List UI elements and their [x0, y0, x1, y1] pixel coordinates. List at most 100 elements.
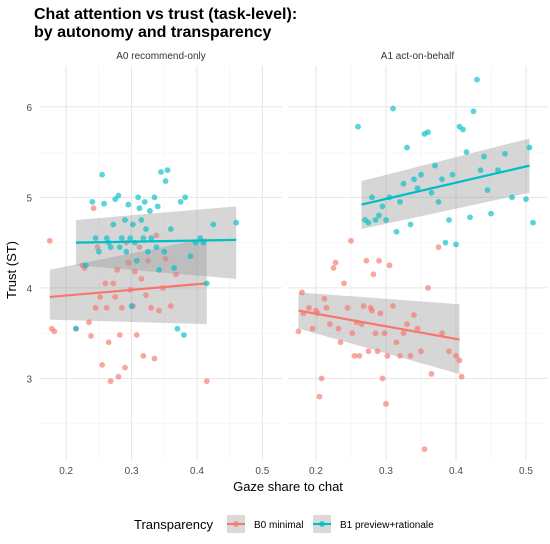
- data-point: [369, 307, 375, 314]
- data-point: [138, 217, 145, 223]
- data-point: [463, 149, 470, 155]
- legend-title: Transparency: [134, 517, 213, 532]
- data-point: [133, 332, 140, 338]
- data-point: [145, 248, 151, 255]
- data-point: [321, 295, 328, 302]
- legend-key-point: [233, 521, 239, 527]
- data-point: [154, 203, 161, 210]
- data-point: [95, 248, 102, 255]
- legend-label: B0 minimal: [254, 520, 303, 531]
- y-tick-label: 4: [26, 284, 32, 295]
- data-point: [530, 219, 536, 226]
- data-point: [92, 235, 99, 241]
- data-point: [115, 373, 122, 380]
- panel-1: A0 recommend-only 0.2 0.3 0.4 0.5 3 4 5 6: [26, 51, 282, 477]
- data-point: [162, 178, 169, 184]
- data-point: [488, 210, 494, 217]
- data-point: [127, 235, 134, 241]
- trend-line: [298, 309, 460, 341]
- data-point: [164, 167, 171, 174]
- data-point: [125, 259, 132, 266]
- data-point: [400, 180, 407, 187]
- y-axis-label: Trust (ST): [4, 241, 19, 299]
- data-point: [203, 280, 210, 287]
- data-point: [428, 189, 435, 196]
- data-point: [180, 332, 187, 338]
- data-point: [470, 108, 477, 115]
- data-point: [177, 198, 184, 205]
- data-point: [151, 355, 158, 362]
- data-point: [379, 375, 386, 382]
- data-point: [110, 221, 117, 228]
- data-point: [114, 266, 121, 273]
- data-point: [174, 325, 181, 332]
- data-point: [88, 333, 94, 339]
- data-point: [148, 304, 155, 311]
- x-tick-label: 0.2: [309, 466, 323, 477]
- data-point: [128, 303, 135, 309]
- data-point: [182, 194, 189, 201]
- data-point: [99, 361, 106, 368]
- data-point: [509, 194, 515, 201]
- data-point: [151, 194, 158, 201]
- data-point: [344, 304, 351, 311]
- data-point: [393, 228, 400, 235]
- data-point: [341, 280, 347, 287]
- data-point: [148, 235, 155, 241]
- data-point: [449, 171, 456, 178]
- data-point: [337, 339, 344, 346]
- x-tick-label: 0.2: [59, 466, 73, 477]
- data-point: [456, 357, 463, 364]
- panel-grid: [288, 66, 547, 460]
- data-point: [425, 129, 431, 136]
- data-point: [435, 244, 442, 251]
- data-point: [203, 378, 210, 385]
- data-point: [411, 176, 417, 183]
- x-tick-label: 0.3: [379, 466, 393, 477]
- data-point: [161, 248, 168, 255]
- data-point: [162, 256, 169, 262]
- data-point: [446, 217, 452, 223]
- y-tick-label: 6: [26, 103, 32, 114]
- series-B1: [73, 167, 240, 338]
- data-point: [122, 364, 128, 371]
- data-point: [502, 150, 508, 157]
- data-point: [233, 219, 240, 226]
- data-point: [484, 187, 491, 193]
- data-point: [390, 303, 396, 309]
- data-point: [397, 352, 403, 359]
- legend-label: B1 preview+rationale: [340, 520, 434, 531]
- data-point: [330, 265, 337, 271]
- data-point: [318, 375, 325, 382]
- data-point: [82, 262, 89, 269]
- legend: Transparency B0 minimal B1 preview+ration…: [134, 515, 434, 533]
- data-point: [370, 271, 377, 278]
- data-point: [46, 237, 53, 244]
- panels: A0 recommend-only 0.2 0.3 0.4 0.5 3 4 5 6 A1 act-…: [26, 51, 547, 477]
- data-point: [393, 339, 400, 346]
- data-point: [348, 237, 354, 244]
- data-point: [107, 244, 114, 251]
- data-point: [474, 76, 480, 83]
- data-point: [86, 319, 92, 326]
- data-point: [386, 262, 393, 269]
- data-point: [435, 198, 442, 205]
- data-point: [384, 352, 391, 359]
- data-point: [414, 325, 421, 332]
- data-point: [363, 257, 370, 264]
- x-tick-label: 0.4: [449, 466, 463, 477]
- data-point: [138, 275, 145, 282]
- data-point: [173, 271, 179, 278]
- x-tick-label: 0.5: [519, 466, 533, 477]
- x-tick-label: 0.4: [190, 466, 204, 477]
- data-point: [73, 325, 79, 332]
- data-point: [428, 371, 435, 377]
- data-point: [51, 328, 58, 335]
- data-point: [523, 196, 529, 203]
- data-point: [118, 235, 125, 241]
- panel-title: A0 recommend-only: [116, 51, 205, 62]
- trend-line: [361, 164, 530, 206]
- data-point: [156, 307, 162, 314]
- data-point: [442, 239, 449, 246]
